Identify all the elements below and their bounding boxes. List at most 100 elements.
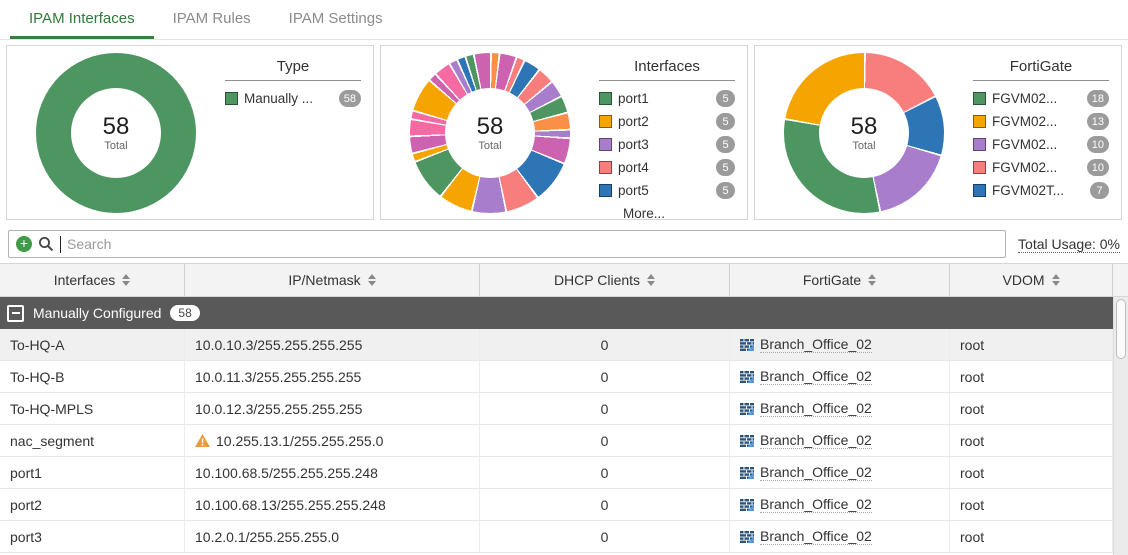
cell-interface: To-HQ-B: [0, 361, 185, 392]
fortigate-link[interactable]: Branch_Office_02: [760, 528, 872, 545]
total-usage-link[interactable]: Total Usage: 0%: [1018, 235, 1120, 253]
fortigate-link[interactable]: Branch_Office_02: [760, 432, 872, 449]
cell-fortigate: Branch_Office_02: [730, 489, 950, 520]
table-header: Interfaces IP/Netmask DHCP Clients FortiGat…: [0, 263, 1128, 297]
fortigate-device-icon: [740, 466, 754, 479]
table-row-to-hq-b[interactable]: To-HQ-B 10.0.11.3/255.255.255.255 0 Branch_…: [0, 361, 1128, 393]
cell-vdom: root: [950, 329, 1113, 360]
legend-item-port5[interactable]: port5 5: [599, 182, 735, 199]
legend-count-badge: 7: [1090, 182, 1109, 199]
tab-ipam-interfaces[interactable]: IPAM Interfaces: [10, 0, 154, 39]
cell-vdom: root: [950, 489, 1113, 520]
chart-card-interfaces: 58 Total Interfaces port1 5 port2 5 port…: [380, 45, 748, 220]
legend-item-port2[interactable]: port2 5: [599, 113, 735, 130]
legend-items: FGVM02... 18 FGVM02... 13 FGVM02... 10 F…: [973, 90, 1109, 199]
table-row-nac-segment[interactable]: nac_segment 10.255.13.1/255.255.255.0 0 Bra…: [0, 425, 1128, 457]
cell-ip-netmask: 10.0.12.3/255.255.255.255: [185, 393, 480, 424]
collapse-icon[interactable]: [7, 304, 24, 322]
cell-vdom: root: [950, 393, 1113, 424]
column-header-vdom[interactable]: VDOM: [950, 264, 1113, 296]
fortigate-link[interactable]: Branch_Office_02: [760, 368, 872, 385]
donut-chart[interactable]: 58 Total: [784, 52, 944, 213]
fortigate-link[interactable]: Branch_Office_02: [760, 400, 872, 417]
legend-title: FortiGate: [973, 58, 1109, 81]
donut-wrap: 58 Total: [7, 52, 225, 213]
legend-label: FGVM02...: [992, 114, 1058, 129]
text-caret: [60, 235, 61, 253]
legend-item-fgvm02[interactable]: FGVM02... 10: [973, 159, 1109, 176]
cell-ip-netmask: 10.0.11.3/255.255.255.255: [185, 361, 480, 392]
add-filter-icon[interactable]: [16, 236, 32, 252]
legend-item-fgvm02[interactable]: FGVM02... 18: [973, 90, 1109, 107]
legend-title: Interfaces: [599, 58, 735, 81]
cell-vdom: root: [950, 361, 1113, 392]
tab-bar: IPAM Interfaces IPAM Rules IPAM Settings: [0, 0, 1128, 40]
legend-count-badge: 10: [1086, 136, 1109, 153]
legend-item-manually[interactable]: Manually ... 58: [225, 90, 361, 107]
table-row-port1[interactable]: port1 10.100.68.5/255.255.255.248 0 Branch_…: [0, 457, 1128, 489]
legend-swatch-icon: [599, 115, 612, 128]
cell-dhcp-clients: 0: [480, 521, 730, 552]
donut-chart[interactable]: 58 Total: [410, 52, 570, 213]
donut-total-label: Total: [104, 140, 128, 152]
column-header-ip-netmask[interactable]: IP/Netmask: [185, 264, 480, 296]
legend-swatch-icon: [973, 115, 986, 128]
table-row-to-hq-mpls[interactable]: To-HQ-MPLS 10.0.12.3/255.255.255.255 0 Bran…: [0, 393, 1128, 425]
fortigate-link[interactable]: Branch_Office_02: [760, 496, 872, 513]
table-row-to-hq-a[interactable]: To-HQ-A 10.0.10.3/255.255.255.255 0 Branch_…: [0, 329, 1128, 361]
search-box[interactable]: [8, 230, 1007, 258]
column-header-dhcp-clients[interactable]: DHCP Clients: [480, 264, 730, 296]
cell-interface: To-HQ-A: [0, 329, 185, 360]
legend-label: Manually ...: [244, 91, 314, 106]
cell-interface: To-HQ-MPLS: [0, 393, 185, 424]
chart-card-fortigate: 58 Total FortiGate FGVM02... 18 FGVM02..…: [754, 45, 1122, 220]
legend-item-port1[interactable]: port1 5: [599, 90, 735, 107]
legend-more-link[interactable]: More...: [623, 206, 666, 220]
legend-label: FGVM02...: [992, 160, 1058, 175]
tab-ipam-settings[interactable]: IPAM Settings: [288, 9, 383, 27]
table-body: To-HQ-A 10.0.10.3/255.255.255.255 0 Branch_…: [0, 329, 1128, 553]
group-row-manually-configured[interactable]: Manually Configured 58: [0, 297, 1128, 329]
table-row-port3[interactable]: port3 10.2.0.1/255.255.255.0 0 Branch_Offic…: [0, 521, 1128, 553]
tab-ipam-rules[interactable]: IPAM Rules: [172, 9, 251, 27]
donut-chart[interactable]: 58 Total: [36, 52, 196, 213]
legend-swatch-icon: [225, 92, 238, 105]
legend-item-fgvm02[interactable]: FGVM02... 10: [973, 136, 1109, 153]
donut-wrap: 58 Total: [381, 52, 599, 213]
legend-count-badge: 5: [716, 159, 735, 176]
legend-item-port3[interactable]: port3 5: [599, 136, 735, 153]
cell-ip-netmask: 10.0.10.3/255.255.255.255: [185, 329, 480, 360]
column-label: DHCP Clients: [553, 272, 641, 288]
donut-total-value: 58: [850, 113, 878, 140]
fortigate-device-icon: [740, 434, 754, 447]
donut-total-label: Total: [478, 140, 502, 152]
scrollbar-thumb[interactable]: [1116, 299, 1126, 359]
legend-label: port3: [618, 137, 649, 152]
legend-item-port4[interactable]: port4 5: [599, 159, 735, 176]
legend-count-badge: 13: [1086, 113, 1109, 130]
fortigate-link[interactable]: Branch_Office_02: [760, 336, 872, 353]
vertical-scrollbar[interactable]: [1113, 297, 1128, 555]
column-label: FortiGate: [802, 272, 862, 288]
search-icon: [39, 237, 54, 252]
fortigate-link[interactable]: Branch_Office_02: [760, 464, 872, 481]
cell-interface: port2: [0, 489, 185, 520]
cell-dhcp-clients: 0: [480, 489, 730, 520]
table-row-port2[interactable]: port2 10.100.68.13/255.255.255.248 0 Branch…: [0, 489, 1128, 521]
legend-item-fgvm02t[interactable]: FGVM02T... 7: [973, 182, 1109, 199]
legend-swatch-icon: [599, 161, 612, 174]
sort-icon: [868, 274, 877, 286]
sort-icon: [367, 274, 376, 286]
sort-icon: [122, 274, 131, 286]
column-header-interfaces[interactable]: Interfaces: [0, 264, 185, 296]
group-count-badge: 58: [170, 305, 200, 321]
donut-center: 58 Total: [445, 87, 535, 178]
legend-item-fgvm02[interactable]: FGVM02... 13: [973, 113, 1109, 130]
cell-dhcp-clients: 0: [480, 329, 730, 360]
legend-title: Type: [225, 58, 361, 81]
legend-label: port1: [618, 91, 649, 106]
legend-label: FGVM02T...: [992, 183, 1065, 198]
chart-cards: 58 Total Type Manually ... 58 58 Total I…: [0, 40, 1128, 225]
search-input[interactable]: [67, 236, 999, 252]
column-header-fortigate[interactable]: FortiGate: [730, 264, 950, 296]
